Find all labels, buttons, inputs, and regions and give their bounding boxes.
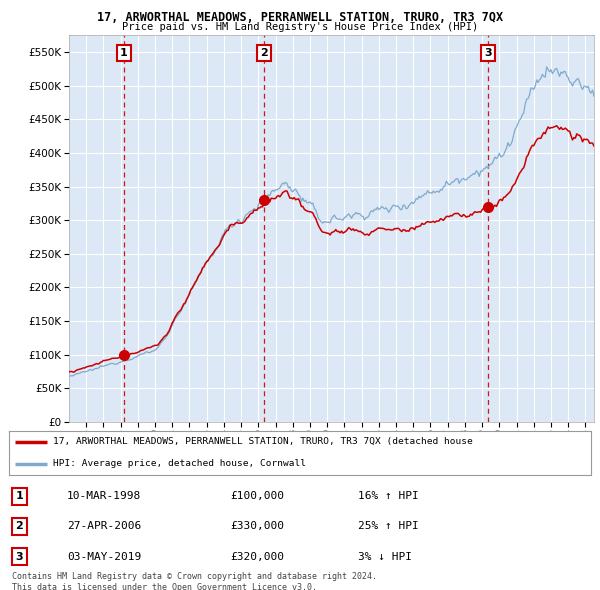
Text: 27-APR-2006: 27-APR-2006: [67, 522, 142, 532]
Text: Price paid vs. HM Land Registry's House Price Index (HPI): Price paid vs. HM Land Registry's House …: [122, 22, 478, 32]
Text: £320,000: £320,000: [230, 552, 284, 562]
Text: 2: 2: [16, 522, 23, 532]
Text: Contains HM Land Registry data © Crown copyright and database right 2024.
This d: Contains HM Land Registry data © Crown c…: [12, 572, 377, 590]
Text: 03-MAY-2019: 03-MAY-2019: [67, 552, 142, 562]
Text: 25% ↑ HPI: 25% ↑ HPI: [358, 522, 419, 532]
Text: 1: 1: [120, 48, 128, 58]
Text: £100,000: £100,000: [230, 491, 284, 501]
Text: 16% ↑ HPI: 16% ↑ HPI: [358, 491, 419, 501]
Text: HPI: Average price, detached house, Cornwall: HPI: Average price, detached house, Corn…: [53, 460, 305, 468]
Text: 17, ARWORTHAL MEADOWS, PERRANWELL STATION, TRURO, TR3 7QX: 17, ARWORTHAL MEADOWS, PERRANWELL STATIO…: [97, 11, 503, 24]
Text: £330,000: £330,000: [230, 522, 284, 532]
Text: 1: 1: [16, 491, 23, 501]
Text: 10-MAR-1998: 10-MAR-1998: [67, 491, 142, 501]
Text: 3: 3: [16, 552, 23, 562]
Text: 3: 3: [484, 48, 492, 58]
Text: 17, ARWORTHAL MEADOWS, PERRANWELL STATION, TRURO, TR3 7QX (detached house: 17, ARWORTHAL MEADOWS, PERRANWELL STATIO…: [53, 437, 472, 446]
Text: 3% ↓ HPI: 3% ↓ HPI: [358, 552, 412, 562]
Text: 2: 2: [260, 48, 268, 58]
